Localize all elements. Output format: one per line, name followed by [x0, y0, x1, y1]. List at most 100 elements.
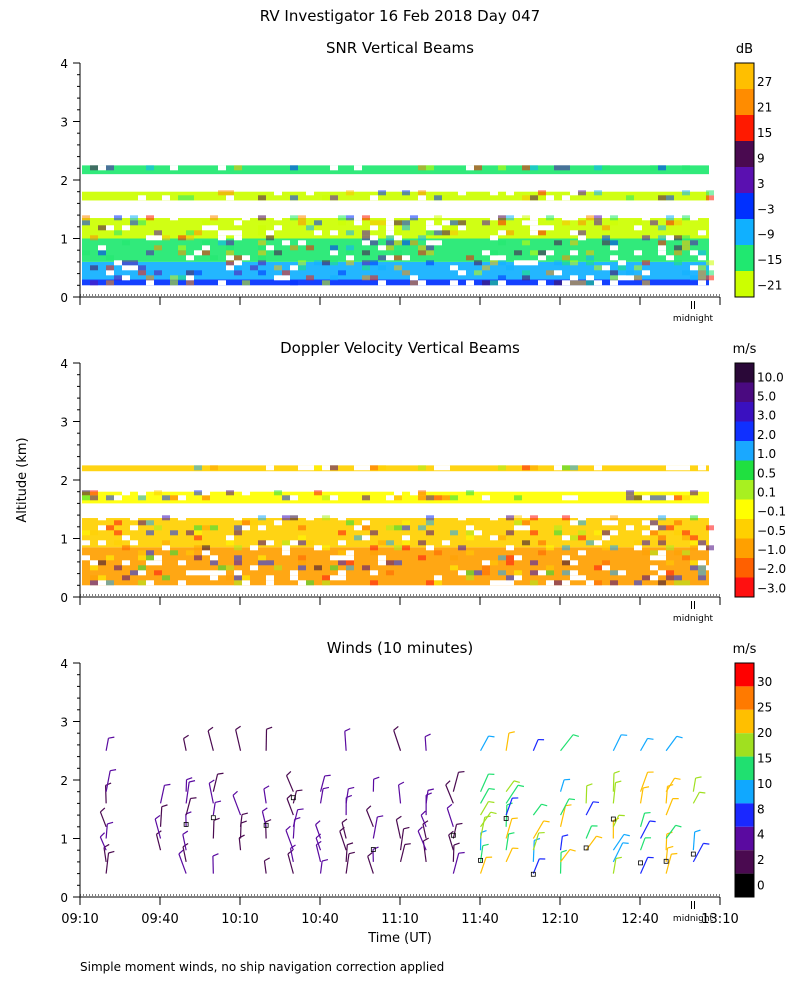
- gap-cell: [330, 165, 338, 171]
- speckle-cell: [466, 575, 474, 581]
- gap-cell: [218, 165, 226, 171]
- speckle-cell: [634, 265, 642, 271]
- speckle-cell: [418, 555, 426, 561]
- wind-barb-flag: [241, 812, 248, 816]
- wind-barb: [560, 734, 574, 752]
- speckle-cell: [706, 195, 714, 201]
- speckle-cell: [322, 545, 330, 551]
- speckle-cell: [458, 545, 466, 551]
- speckle-cell: [290, 195, 298, 201]
- wind-barb: [315, 824, 322, 839]
- gap-cell: [410, 275, 418, 281]
- speckle-cell: [602, 225, 610, 231]
- gap-cell: [522, 525, 530, 531]
- speckle-cell: [546, 545, 554, 551]
- y-tick-label: 1: [60, 533, 68, 547]
- gap-cell: [354, 525, 362, 531]
- speckle-cell: [522, 540, 530, 546]
- speckle-cell: [506, 215, 514, 221]
- x-tick-label: 10:10: [221, 912, 258, 927]
- speckle-cell: [490, 280, 498, 286]
- speckle-cell: [530, 580, 538, 586]
- gap-cell: [626, 525, 634, 531]
- wind-barb: [665, 735, 678, 752]
- speckle-cell: [298, 260, 306, 266]
- gap-cell: [226, 230, 234, 236]
- speckle-cell: [274, 265, 282, 271]
- speckle-cell: [202, 525, 210, 531]
- x-tick-label: 09:40: [141, 912, 178, 927]
- speckle-cell: [634, 580, 642, 586]
- speckle-cell: [594, 580, 602, 586]
- gap-cell: [610, 520, 618, 526]
- y-tick-label: 4: [60, 57, 68, 71]
- wind-barb: [532, 803, 542, 816]
- speckle-cell: [426, 580, 434, 586]
- colorbar-label: 4: [757, 828, 765, 842]
- speckle-cell: [674, 495, 682, 501]
- speckle-cell: [410, 215, 418, 221]
- speckle-cell: [122, 260, 130, 266]
- gap-cell: [402, 535, 410, 541]
- speckle-cell: [586, 215, 594, 221]
- colorbar-segment: [735, 219, 754, 245]
- gap-cell: [202, 550, 210, 556]
- speckle-cell: [466, 490, 474, 496]
- speckle-cell: [450, 495, 458, 501]
- gap-cell: [546, 195, 554, 201]
- wind-barb-flag: [458, 851, 465, 854]
- gap-cell: [146, 280, 154, 286]
- speckle-cell: [362, 235, 370, 241]
- speckle-cell: [154, 525, 162, 531]
- gap-cell: [514, 555, 522, 561]
- wind-barb-flag: [348, 851, 355, 855]
- gap-cell: [234, 230, 242, 236]
- gap-cell: [570, 495, 578, 501]
- wind-barb-flag: [190, 797, 197, 800]
- colorbar-label: 0.5: [757, 466, 776, 480]
- gap-cell: [274, 520, 282, 526]
- speckle-cell: [370, 530, 378, 536]
- speckle-cell: [386, 570, 394, 576]
- speckle-cell: [122, 545, 130, 551]
- wind-barb: [612, 814, 620, 828]
- plot-area: [99, 725, 710, 877]
- wind-barb: [105, 738, 110, 751]
- speckle-cell: [386, 245, 394, 251]
- wind-barb: [105, 770, 111, 792]
- wind-barb: [417, 830, 427, 851]
- wind-barb-flag: [613, 770, 620, 774]
- wind-barb: [395, 819, 402, 839]
- speckle-cell: [642, 575, 650, 581]
- wind-barb: [505, 780, 515, 793]
- calm-marker: [530, 871, 536, 877]
- colorbar-label: −3: [757, 202, 775, 216]
- wind-barb: [424, 736, 427, 751]
- wind-barb: [238, 837, 242, 851]
- gap-cell: [562, 555, 570, 561]
- speckle-cell: [698, 575, 706, 581]
- speckle-cell: [674, 580, 682, 586]
- speckle-cell: [322, 195, 330, 201]
- colorbar-label: 20: [757, 726, 772, 740]
- speckle-cell: [546, 215, 554, 221]
- wind-barb: [372, 816, 378, 839]
- gap-cell: [274, 225, 282, 231]
- gap-cell: [338, 540, 346, 546]
- heatmap-layer: [82, 191, 709, 201]
- wind-barb: [559, 852, 562, 874]
- speckle-cell: [530, 570, 538, 576]
- speckle-cell: [394, 255, 402, 261]
- gap-cell: [202, 490, 210, 496]
- speckle-cell: [634, 220, 642, 226]
- speckle-cell: [586, 260, 594, 266]
- colorbar-segment: [735, 421, 754, 441]
- speckle-cell: [538, 230, 546, 236]
- colorbar-segment: [735, 538, 754, 558]
- gap-cell: [130, 525, 138, 531]
- speckle-cell: [218, 240, 226, 246]
- colorbar-label: −3.0: [757, 581, 786, 595]
- y-tick-label: 3: [60, 716, 68, 730]
- speckle-cell: [682, 495, 690, 501]
- speckle-cell: [346, 260, 354, 266]
